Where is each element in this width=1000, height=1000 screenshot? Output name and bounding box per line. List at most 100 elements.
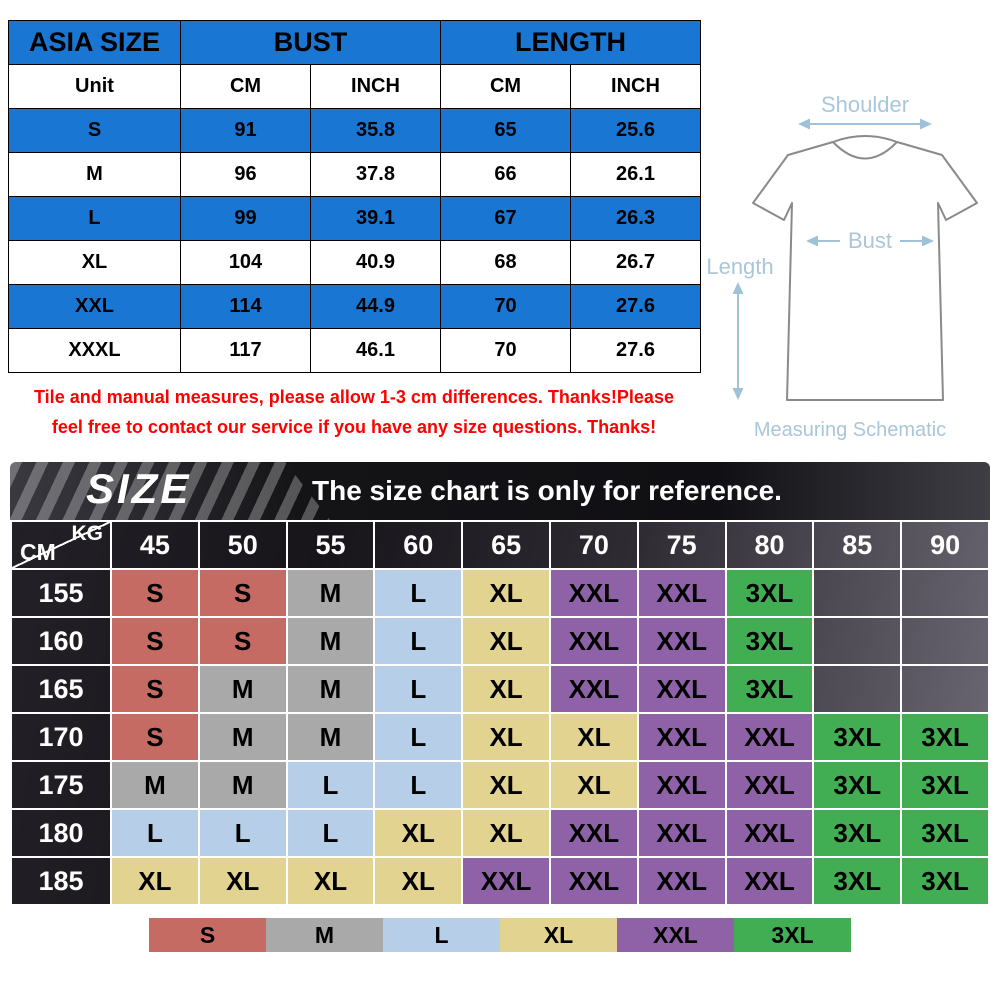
matrix-cell-l: L — [373, 568, 464, 618]
length-header: LENGTH — [440, 20, 701, 65]
asia-cell-size: M — [8, 152, 181, 197]
matrix-cell-l: L — [285, 808, 376, 858]
asia-row-m: M 96 37.8 66 26.1 — [8, 152, 701, 197]
height-header-170: 170 — [10, 712, 112, 762]
asia-cell-bust-inch: 40.9 — [310, 240, 441, 285]
matrix-cell-s: S — [197, 616, 288, 666]
asia-subheader-row: Unit CM INCH CM INCH — [8, 64, 701, 109]
legend-s: S — [149, 918, 266, 952]
asia-cell-length-inch: 25.6 — [570, 108, 701, 153]
asia-cell-size: XXL — [8, 284, 181, 329]
asia-cell-bust-inch: 46.1 — [310, 328, 441, 373]
matrix-cell-l: L — [197, 808, 288, 858]
matrix-cell-m: M — [197, 664, 288, 714]
matrix-cell-xl: XL — [110, 856, 200, 906]
legend-3xl: 3XL — [734, 918, 851, 952]
matrix-cell-xxl: XXL — [636, 568, 727, 618]
matrix-cell-xl: XL — [461, 808, 551, 858]
matrix-cell-3xl: 3XL — [812, 856, 903, 906]
matrix-row-165: 165 S M M L XL XXL XXL 3XL — [10, 664, 990, 714]
tshirt-diagram: Shoulder Bust Length — [706, 92, 978, 401]
matrix-cell-xl: XL — [461, 616, 551, 666]
matrix-cell-xxl: XXL — [636, 616, 727, 666]
bust-header: BUST — [180, 20, 441, 65]
matrix-cell-3xl: 3XL — [724, 664, 815, 714]
matrix-cell-xxl: XXL — [548, 664, 639, 714]
matrix-cell-l: L — [110, 808, 200, 858]
asia-cell-bust-cm: 104 — [180, 240, 311, 285]
unit-header: Unit — [8, 64, 181, 109]
weight-header-85: 85 — [812, 520, 903, 570]
matrix-cell-xxl: XXL — [548, 808, 639, 858]
matrix-cell-m: M — [285, 568, 376, 618]
matrix-cell-xxl: XXL — [724, 856, 815, 906]
asia-cell-size: L — [8, 196, 181, 241]
height-header-175: 175 — [10, 760, 112, 810]
asia-cell-size: XXXL — [8, 328, 181, 373]
matrix-cell-m: M — [110, 760, 200, 810]
matrix-cell-3xl: 3XL — [724, 616, 815, 666]
matrix-cell-3xl: 3XL — [900, 808, 990, 858]
matrix-cell-xxl: XXL — [724, 808, 815, 858]
matrix-cell-xl: XL — [373, 856, 464, 906]
weight-header-80: 80 — [724, 520, 815, 570]
asia-cell-bust-cm: 99 — [180, 196, 311, 241]
weight-header-50: 50 — [197, 520, 288, 570]
matrix-row-170: 170 S M M L XL XL XXL XXL 3XL 3XL — [10, 712, 990, 762]
height-header-155: 155 — [10, 568, 112, 618]
matrix-cell-l: L — [373, 760, 464, 810]
measure-note-line2: feel free to contact our service if you … — [51, 417, 657, 437]
matrix-cell-l: L — [373, 616, 464, 666]
matrix-cell-xl: XL — [373, 808, 464, 858]
asia-cell-length-cm: 65 — [440, 108, 571, 153]
matrix-cell-xxl: XXL — [636, 664, 727, 714]
matrix-cell-empty — [900, 664, 990, 714]
measure-note: Tile and manual measures, please allow 1… — [8, 382, 700, 442]
height-header-165: 165 — [10, 664, 112, 714]
asia-row-xl: XL 104 40.9 68 26.7 — [8, 240, 701, 285]
length-label: Length — [706, 254, 773, 279]
bust-arrowhead-right — [922, 235, 934, 247]
asia-cell-length-inch: 27.6 — [570, 284, 701, 329]
matrix-cell-m: M — [197, 760, 288, 810]
matrix-cell-s: S — [110, 712, 200, 762]
matrix-cell-xxl: XXL — [548, 856, 639, 906]
matrix-cell-xxl: XXL — [636, 856, 727, 906]
asia-size-table: ASIA SIZE BUST LENGTH Unit CM INCH CM IN… — [8, 20, 701, 373]
matrix-cell-m: M — [285, 712, 376, 762]
matrix-cell-m: M — [285, 616, 376, 666]
legend-xxl: XXL — [617, 918, 734, 952]
matrix-cell-3xl: 3XL — [900, 712, 990, 762]
matrix-cell-empty — [812, 616, 903, 666]
asia-cell-length-inch: 26.7 — [570, 240, 701, 285]
bust-label: Bust — [848, 228, 892, 253]
asia-cell-length-inch: 26.3 — [570, 196, 701, 241]
matrix-cell-3xl: 3XL — [724, 568, 815, 618]
matrix-header-row: KG CM 45 50 55 60 65 70 75 80 85 90 — [10, 520, 990, 570]
weight-header-45: 45 — [110, 520, 200, 570]
asia-cell-length-inch: 27.6 — [570, 328, 701, 373]
matrix-cell-s: S — [110, 664, 200, 714]
legend-m: M — [266, 918, 383, 952]
matrix-row-160: 160 S S M L XL XXL XXL 3XL — [10, 616, 990, 666]
asia-header-row: ASIA SIZE BUST LENGTH — [8, 20, 701, 65]
bust-inch-header: INCH — [310, 64, 441, 109]
matrix-cell-empty — [900, 616, 990, 666]
size-chart-page: ASIA SIZE BUST LENGTH Unit CM INCH CM IN… — [8, 20, 990, 952]
weight-header-75: 75 — [636, 520, 727, 570]
matrix-cell-l: L — [285, 760, 376, 810]
asia-cell-bust-inch: 39.1 — [310, 196, 441, 241]
length-cm-header: CM — [440, 64, 571, 109]
height-header-185: 185 — [10, 856, 112, 906]
asia-size-header: ASIA SIZE — [8, 20, 181, 65]
asia-cell-bust-inch: 44.9 — [310, 284, 441, 329]
weight-header-60: 60 — [373, 520, 464, 570]
matrix-cell-3xl: 3XL — [812, 760, 903, 810]
matrix-cell-m: M — [285, 664, 376, 714]
matrix-cell-s: S — [110, 568, 200, 618]
weight-header-65: 65 — [461, 520, 551, 570]
matrix-cell-xl: XL — [548, 712, 639, 762]
matrix-cell-xl: XL — [285, 856, 376, 906]
matrix-cell-xxl: XXL — [548, 616, 639, 666]
legend-l: L — [383, 918, 500, 952]
